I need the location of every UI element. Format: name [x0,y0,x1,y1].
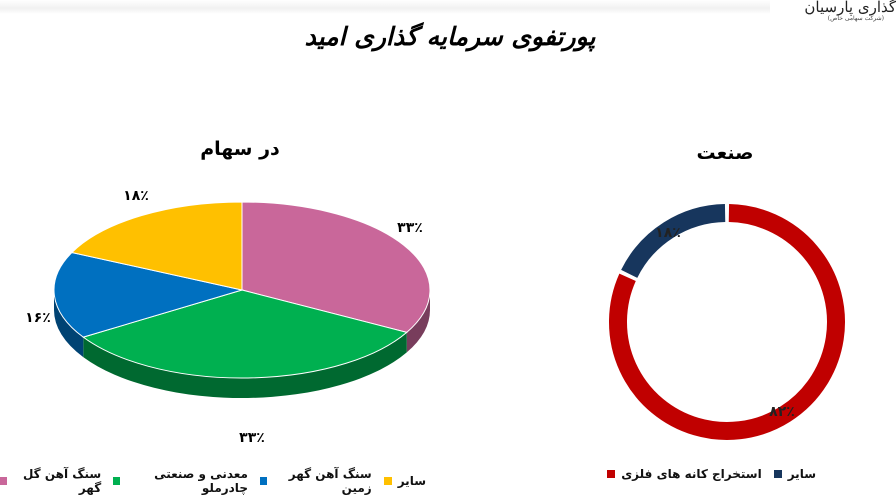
donut-segment-0 [609,204,845,440]
pie-side-1 [83,332,407,398]
legend-label: سنگ آهن گل گهر [22,467,102,495]
legend-swatch [113,477,120,485]
legend-label: سنگ آهن گهر زمین [288,467,372,495]
legend-swatch [0,477,7,485]
legend-label: معدنی و صنعتی چادرملو [154,467,248,495]
pie-data-label: ۱۸٪ [123,188,149,204]
donut-chart-title: صنعت [696,142,754,164]
legend-item: سنگ آهن گل گهر [0,467,101,495]
pie-data-label: ۳۳٪ [239,430,265,446]
legend-swatch [773,470,782,478]
donut-segment-1 [621,204,726,279]
company-logo: گذاری پارسیان (شرکت سهامی خاص) [804,0,896,22]
legend-label: سایر [397,474,426,488]
header-bar [0,0,770,14]
pie-chart-title: در سهام [200,138,280,160]
legend-label: سایر [787,467,816,481]
legend-item: سنگ آهن گهر زمین [259,467,372,495]
pie-data-label: ۱۶٪ [25,310,51,326]
donut-data-label: ۱۸٪ [655,225,681,241]
legend-item: استخراج کانه های فلزی [607,467,762,481]
legend-item: سایر [773,467,816,481]
legend-label: استخراج کانه های فلزی [621,467,762,481]
pie-slice-2 [53,251,244,338]
pie-slice-3 [70,201,243,291]
donut-data-label: ۸۲٪ [769,404,795,420]
legend-item: سایر [383,467,426,495]
pie-side-2 [54,290,84,358]
pie-data-label: ۳۳٪ [397,220,423,236]
legend-swatch [607,470,616,478]
page-title: پورتفوی سرمایه گذاری امید [304,22,596,51]
legend-swatch [383,477,392,485]
pie-legend: سایر سنگ آهن گهر زمین معدنی و صنعتی چادرمل… [0,467,426,495]
pie-slice-1 [82,289,408,379]
pie-slice-0 [241,201,431,333]
legend-swatch [259,477,267,485]
donut-legend: سایر استخراج کانه های فلزی [607,467,816,481]
legend-item: معدنی و صنعتی چادرملو [113,467,248,495]
